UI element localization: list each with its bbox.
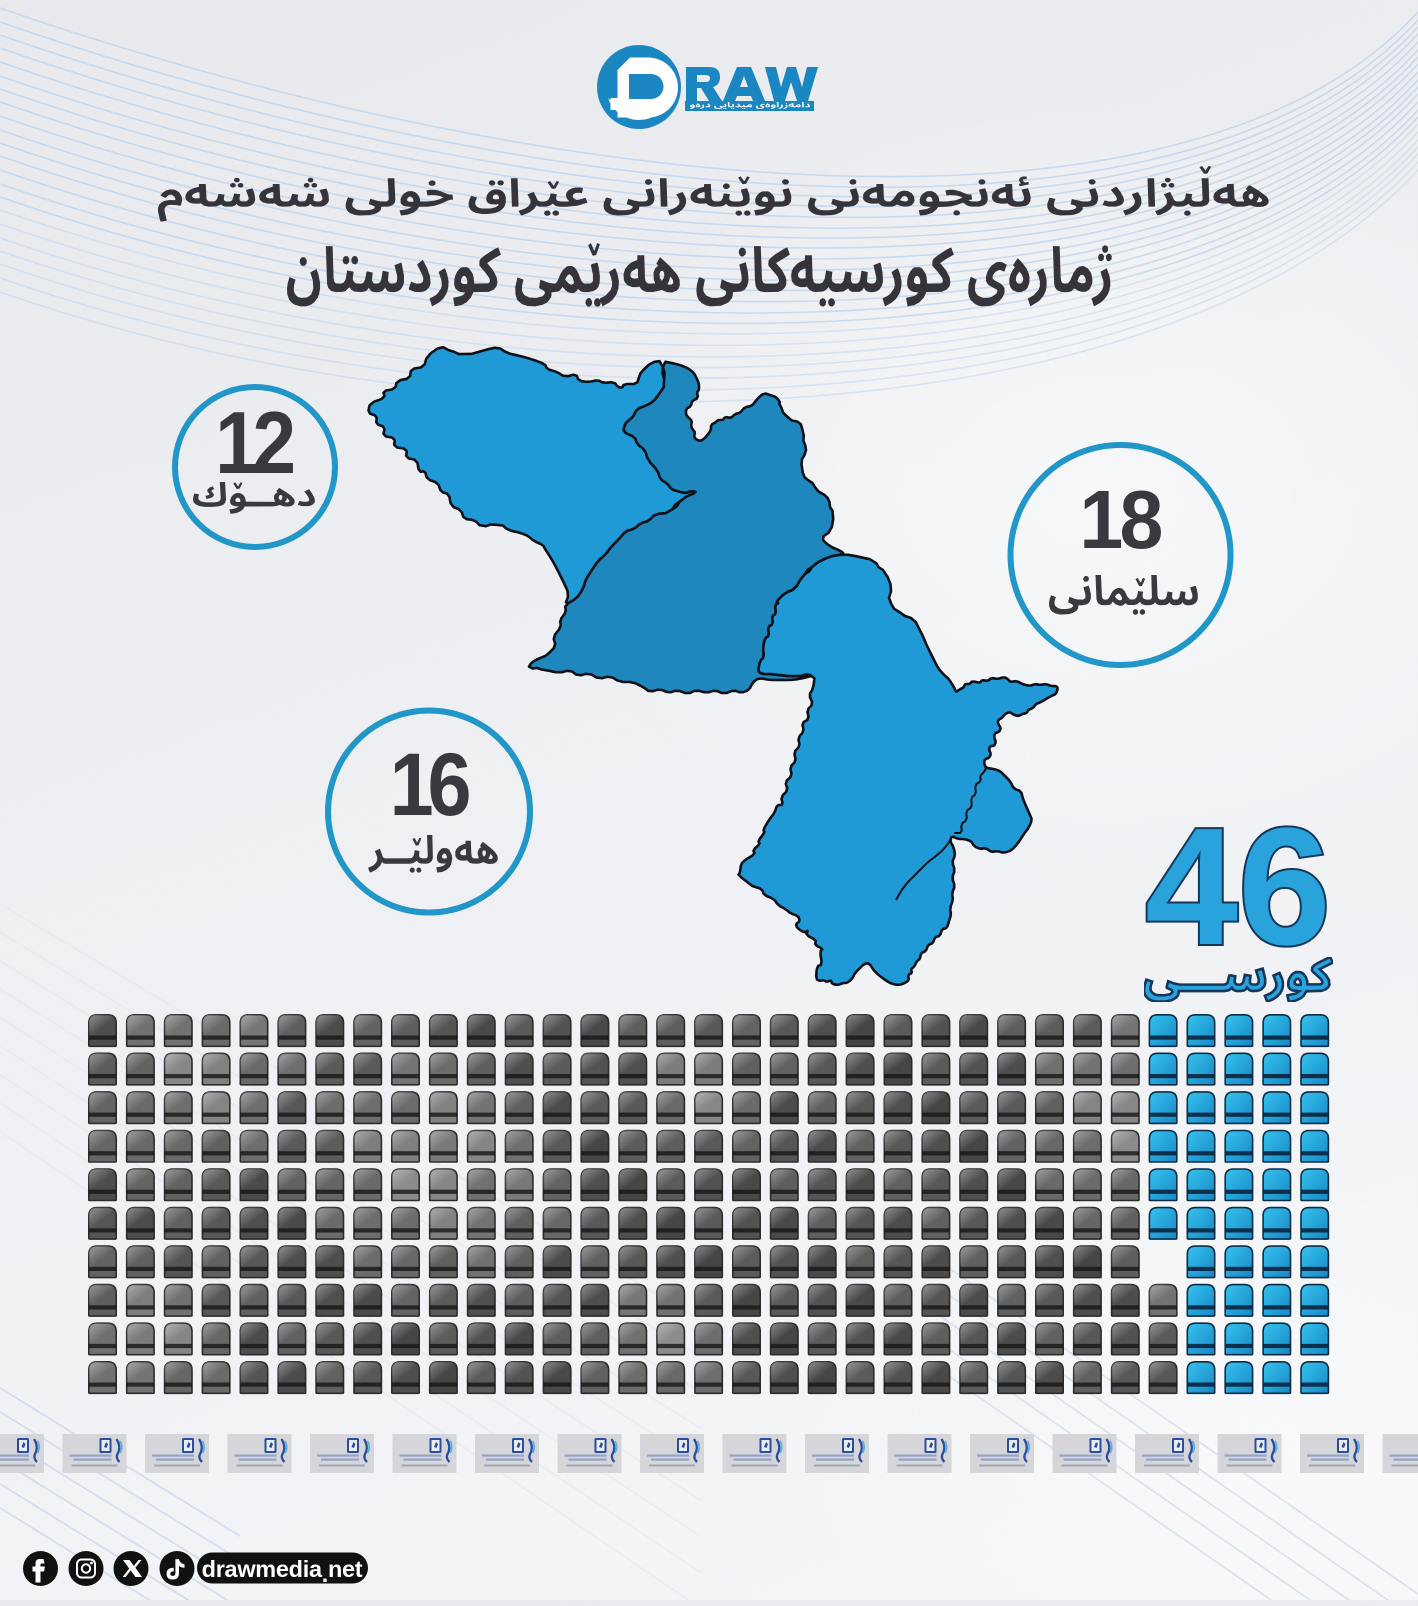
svg-text:46: 46 (1145, 794, 1331, 980)
svg-text:drawmedia.net: drawmedia.net (202, 1556, 363, 1587)
